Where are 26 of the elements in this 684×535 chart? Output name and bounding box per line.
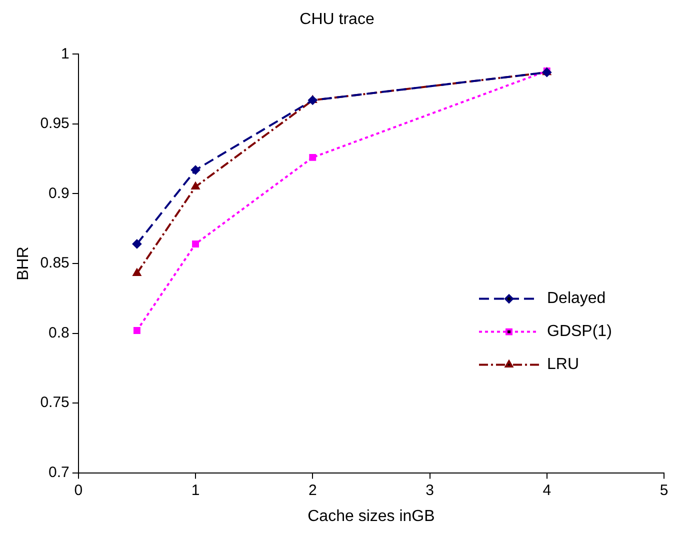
y-tick-label: 0.8 (48, 324, 70, 342)
point (309, 154, 316, 161)
chart-title: CHU trace (300, 11, 374, 28)
x-tick-label: 1 (191, 482, 200, 499)
point (192, 240, 199, 248)
y-tick-label: 0.95 (40, 115, 70, 132)
x-tick-label: 2 (308, 482, 317, 499)
point (191, 182, 200, 190)
legend-label: LRU (547, 356, 580, 374)
x-axis-title: Cache sizes inGB (308, 508, 435, 525)
y-tick-label: 1 (61, 45, 70, 62)
y-axis-title: BHR (15, 246, 32, 280)
point (133, 327, 140, 334)
point (132, 239, 142, 248)
y-tick-label: 0.7 (48, 464, 70, 481)
x-tick-label: 4 (542, 482, 552, 499)
x-tick-label: 3 (426, 482, 434, 499)
x-tick-label: 5 (660, 482, 668, 499)
point (191, 166, 200, 175)
y-tick-label: 0.9 (48, 184, 70, 202)
y-tick-label: 0.85 (40, 254, 70, 272)
legend-label: GDSP(1) (547, 323, 612, 340)
x-tick-label: 0 (74, 482, 83, 499)
point (132, 268, 141, 276)
legend-label: Delayed (547, 290, 606, 308)
y-tick-label: 0.75 (40, 394, 70, 412)
